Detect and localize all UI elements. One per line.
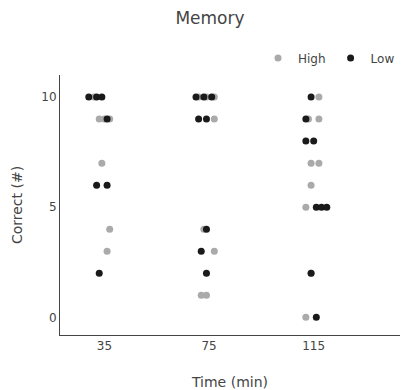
svg-text:75: 75	[201, 339, 216, 353]
svg-text:Low: Low	[371, 52, 395, 66]
svg-text:Time (min): Time (min)	[191, 374, 268, 390]
svg-text:115: 115	[302, 339, 325, 353]
svg-text:Correct (#): Correct (#)	[9, 166, 25, 244]
svg-text:High: High	[298, 52, 326, 66]
svg-text:35: 35	[97, 339, 112, 353]
svg-text:5: 5	[49, 200, 57, 214]
svg-text:0: 0	[49, 311, 57, 325]
svg-text:10: 10	[41, 90, 56, 104]
svg-text:Memory: Memory	[175, 8, 244, 28]
